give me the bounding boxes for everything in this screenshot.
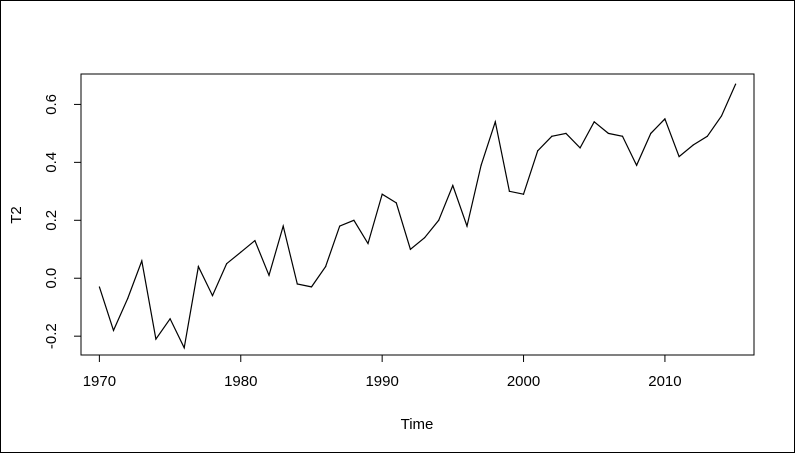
x-tick-label: 2000 xyxy=(507,373,540,390)
x-tick-label: 1970 xyxy=(83,373,116,390)
data-point xyxy=(240,251,242,253)
data-point xyxy=(678,155,680,158)
data-point xyxy=(155,338,157,340)
y-tick-label: 0.6 xyxy=(43,94,60,115)
data-point xyxy=(565,132,567,134)
series-line xyxy=(98,83,737,350)
data-point xyxy=(720,115,723,117)
x-tick-label: 1990 xyxy=(365,373,398,390)
data-point xyxy=(409,248,412,250)
data-point xyxy=(296,283,298,285)
data-point xyxy=(579,147,581,149)
x-axis: 1970 1980 1990 2000 2010 xyxy=(83,354,682,390)
x-axis-label: Time xyxy=(401,416,434,433)
data-point xyxy=(339,225,341,227)
y-tick-label: 0.2 xyxy=(43,210,60,231)
y-axis: -0.2 0.0 0.2 0.4 0.6 xyxy=(43,94,82,349)
data-point xyxy=(621,135,624,137)
data-point xyxy=(593,121,595,123)
data-point xyxy=(423,237,426,239)
data-point xyxy=(268,274,270,276)
data-point xyxy=(607,132,609,134)
data-point xyxy=(324,266,327,268)
data-point xyxy=(706,135,708,137)
data-point xyxy=(169,318,171,320)
data-point xyxy=(98,286,100,288)
data-point xyxy=(226,263,228,265)
x-tick-label: 2010 xyxy=(648,373,681,390)
data-point xyxy=(353,219,355,221)
data-point xyxy=(254,239,256,242)
data-point xyxy=(395,202,397,204)
data-point xyxy=(127,297,129,300)
data-point xyxy=(367,242,369,245)
data-point xyxy=(310,286,313,288)
data-point xyxy=(551,135,553,137)
x-tick-label: 1980 xyxy=(224,373,257,390)
data-point xyxy=(197,266,199,268)
data-point xyxy=(636,164,638,166)
series-group xyxy=(98,83,737,350)
data-point xyxy=(664,118,666,120)
data-point xyxy=(494,121,496,123)
y-tick-label: 0.0 xyxy=(43,268,60,289)
data-point xyxy=(112,329,115,331)
data-point xyxy=(282,225,284,227)
y-tick-label: -0.2 xyxy=(43,323,60,349)
y-tick-label: 0.4 xyxy=(43,152,60,173)
data-point xyxy=(537,150,539,152)
plot-frame xyxy=(80,73,755,356)
data-point xyxy=(735,83,737,85)
data-point xyxy=(480,164,482,166)
data-point xyxy=(508,190,511,192)
data-point xyxy=(183,347,185,349)
data-point xyxy=(438,219,440,221)
data-point xyxy=(692,144,694,146)
data-point xyxy=(211,295,214,297)
data-point xyxy=(466,225,468,227)
data-point xyxy=(452,184,454,187)
data-point xyxy=(381,193,383,195)
data-point xyxy=(141,260,143,262)
data-point xyxy=(522,193,525,195)
data-point xyxy=(650,132,652,134)
y-axis-label: T2 xyxy=(8,206,25,224)
